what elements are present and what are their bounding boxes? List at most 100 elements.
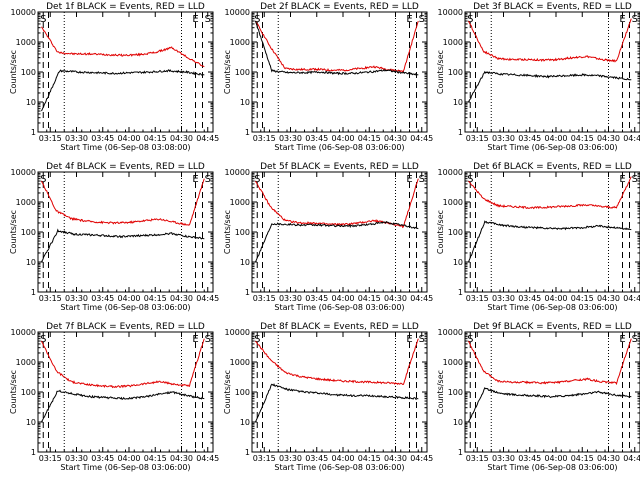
x-tick-label: 04:00: [544, 134, 567, 143]
y-tick-label: 10: [453, 258, 463, 267]
panel-det-1: Det 1f BLACK = Events, RED = LLD 1 10 100 10…: [9, 2, 219, 152]
y-tick-label: 1: [245, 448, 250, 457]
y-tick-label: 1000: [443, 198, 463, 207]
y-tick-label: 100: [21, 228, 36, 237]
event-marker-label: S: [632, 174, 638, 185]
x-tick-label: 04:30: [597, 294, 620, 303]
series-events-line: [468, 386, 632, 423]
y-tick-label: 10000: [225, 8, 250, 17]
x-tick-label: 03:30: [279, 294, 302, 303]
event-marker-label: S: [632, 334, 638, 345]
x-axis-label: Start Time (06-Sep-08 03:06:00): [487, 143, 617, 152]
y-tick-label: 1000: [230, 358, 250, 367]
x-tick-label: 04:45: [196, 134, 219, 143]
event-marker-label: S: [254, 14, 260, 25]
y-tick-label: 10000: [438, 328, 463, 337]
x-tick-label: 03:15: [466, 454, 489, 463]
x-tick-label: 03:45: [305, 134, 328, 143]
y-tick-label: 1000: [230, 38, 250, 47]
y-tick-label: 1000: [16, 38, 36, 47]
x-axis-label: Start Time (06-Sep-08 03:06:00): [487, 463, 617, 472]
x-tick-label: 04:15: [571, 454, 594, 463]
x-tick-label: 04:30: [597, 454, 620, 463]
x-tick-label: 04:15: [571, 134, 594, 143]
x-tick-label: 04:00: [331, 454, 354, 463]
x-tick-label: 03:15: [253, 454, 276, 463]
x-tick-label: 04:00: [544, 454, 567, 463]
panel-det-9: Det 9f BLACK = Events, RED = LLD 1 10 100 10…: [436, 322, 640, 472]
event-marker-label: S: [467, 334, 473, 345]
y-tick-label: 1000: [443, 38, 463, 47]
event-marker-label: S: [40, 14, 46, 25]
panel-title: Det 2f BLACK = Events, RED = LLD: [260, 2, 419, 12]
y-tick-label: 10: [453, 98, 463, 107]
y-tick-label: 100: [21, 388, 36, 397]
event-marker-label: S: [467, 174, 473, 185]
event-marker-label: S: [205, 334, 211, 345]
x-tick-label: 03:45: [518, 454, 541, 463]
series-events-line: [255, 383, 419, 423]
y-tick-label: 10000: [225, 168, 250, 177]
panel-det-7: Det 7f BLACK = Events, RED = LLD 1 10 100 10…: [9, 322, 219, 472]
panel-title: Det 9f BLACK = Events, RED = LLD: [473, 322, 632, 332]
y-tick-label: 1: [458, 288, 463, 297]
y-tick-label: 10000: [438, 8, 463, 17]
x-tick-label: 03:15: [466, 294, 489, 303]
x-tick-label: 03:30: [279, 134, 302, 143]
series-events-line: [468, 70, 632, 103]
x-tick-label: 03:45: [91, 454, 114, 463]
x-tick-label: 04:15: [358, 454, 381, 463]
x-tick-label: 04:30: [384, 294, 407, 303]
series-lld-line: [255, 338, 419, 386]
x-tick-label: 04:30: [384, 134, 407, 143]
event-marker-label: S: [40, 334, 46, 345]
y-tick-label: 1: [245, 288, 250, 297]
x-tick-label: 04:15: [358, 294, 381, 303]
event-marker-label: S: [419, 14, 425, 25]
y-axis-label: Counts/sec: [436, 370, 445, 414]
y-tick-label: 10000: [11, 8, 36, 17]
event-marker-label: S: [419, 334, 425, 345]
y-tick-label: 1: [31, 128, 36, 137]
series-lld-line: [41, 178, 205, 226]
x-tick-label: 04:00: [117, 134, 140, 143]
series-lld-line: [255, 178, 419, 229]
x-axis-label: Start Time (06-Sep-08 03:06:00): [274, 143, 404, 152]
x-tick-label: 04:00: [117, 454, 140, 463]
y-tick-label: 10000: [11, 328, 36, 337]
x-tick-label: 04:15: [144, 294, 167, 303]
y-axis-label: Counts/sec: [223, 370, 232, 414]
y-tick-label: 100: [448, 388, 463, 397]
x-tick-label: 04:30: [170, 134, 193, 143]
y-tick-label: 1000: [230, 198, 250, 207]
series-lld-line: [468, 176, 632, 210]
x-tick-label: 03:30: [65, 134, 88, 143]
panel-title: Det 8f BLACK = Events, RED = LLD: [260, 322, 419, 332]
event-marker-label: E: [619, 14, 625, 25]
y-axis-label: Counts/sec: [436, 210, 445, 254]
x-tick-label: 03:15: [39, 134, 62, 143]
x-tick-label: 03:30: [279, 454, 302, 463]
x-tick-label: 03:45: [305, 294, 328, 303]
y-tick-label: 10000: [11, 168, 36, 177]
x-tick-label: 03:45: [518, 134, 541, 143]
x-tick-label: 04:45: [623, 454, 640, 463]
x-tick-label: 04:15: [144, 134, 167, 143]
series-lld-line: [41, 338, 205, 389]
panel-det-2: Det 2f BLACK = Events, RED = LLD 1 10 100 10…: [223, 2, 433, 152]
y-tick-label: 1: [31, 288, 36, 297]
y-tick-label: 10: [26, 98, 36, 107]
y-tick-label: 10: [240, 418, 250, 427]
y-tick-label: 1000: [16, 198, 36, 207]
series-events-line: [468, 220, 632, 263]
series-events-line: [41, 69, 205, 112]
x-tick-label: 04:00: [544, 294, 567, 303]
x-tick-label: 03:30: [492, 454, 515, 463]
panel-det-5: Det 5f BLACK = Events, RED = LLD 1 10 100 10…: [223, 162, 433, 312]
panel-title: Det 3f BLACK = Events, RED = LLD: [473, 2, 632, 12]
event-marker-label: S: [254, 334, 260, 345]
x-tick-label: 04:45: [410, 294, 433, 303]
y-tick-label: 10: [26, 258, 36, 267]
panel-title: Det 5f BLACK = Events, RED = LLD: [260, 162, 419, 172]
x-tick-label: 04:45: [623, 134, 640, 143]
